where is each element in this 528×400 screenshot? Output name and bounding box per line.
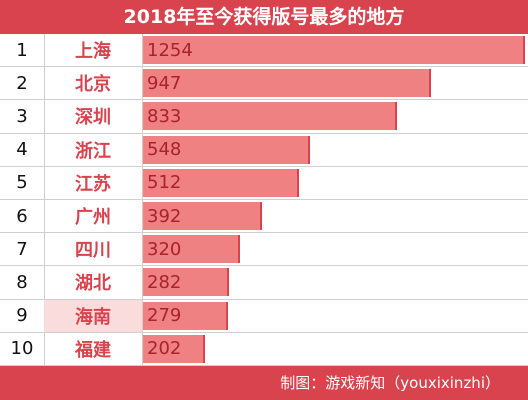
- region-label: 江苏: [75, 173, 111, 195]
- region-label: 广州: [75, 207, 111, 229]
- footer-bar: 制图：游戏新知（youxixinzhi）: [0, 366, 528, 400]
- rank-label: 9: [16, 305, 28, 327]
- table-row: 2 北京 947: [0, 67, 528, 101]
- bar: [143, 334, 205, 363]
- region-label: 海南: [44, 299, 142, 332]
- table-row: 7 四川 320: [0, 233, 528, 267]
- value-label: 548: [147, 139, 182, 161]
- table-row: 6 广州 392: [0, 200, 528, 234]
- value-label: 320: [147, 238, 182, 260]
- rank-label: 2: [16, 72, 28, 94]
- value-label: 1254: [147, 39, 193, 61]
- column-divider: [142, 266, 143, 299]
- value-label: 279: [147, 305, 182, 327]
- value-label: 512: [147, 172, 182, 194]
- column-divider: [142, 67, 143, 100]
- region-label: 北京: [75, 74, 111, 96]
- column-divider: [142, 133, 143, 166]
- rank-label: 4: [16, 139, 28, 161]
- table-row: 5 江苏 512: [0, 166, 528, 200]
- bar: [143, 168, 299, 197]
- rank-label: 3: [16, 105, 28, 127]
- column-divider: [44, 266, 45, 299]
- column-divider: [142, 166, 143, 199]
- value-label: 833: [147, 105, 182, 127]
- column-divider: [142, 34, 143, 67]
- region-label: 四川: [75, 240, 111, 262]
- table-row: 3 深圳 833: [0, 100, 528, 134]
- column-divider: [142, 299, 143, 332]
- column-divider: [44, 233, 45, 266]
- bar: [143, 268, 229, 297]
- bar: [143, 235, 240, 264]
- bar: [143, 36, 525, 64]
- column-divider: [142, 200, 143, 233]
- bar: [143, 69, 431, 98]
- column-divider: [44, 133, 45, 166]
- column-divider: [44, 34, 45, 67]
- value-label: 392: [147, 205, 182, 227]
- column-divider: [44, 67, 45, 100]
- region-label: 湖北: [75, 273, 111, 295]
- bar: [143, 102, 397, 131]
- rank-label: 5: [16, 172, 28, 194]
- column-divider: [142, 100, 143, 133]
- bar: [143, 202, 262, 230]
- table-row: 4 浙江 548: [0, 133, 528, 167]
- value-label: 202: [147, 338, 182, 360]
- chart-title: 2018年至今获得版号最多的地方: [0, 0, 528, 34]
- value-label: 947: [147, 72, 182, 94]
- rank-label: 7: [16, 238, 28, 260]
- column-divider: [142, 233, 143, 266]
- table-row: 9 海南 279: [0, 299, 528, 333]
- bar: [143, 301, 228, 330]
- region-label: 浙江: [75, 140, 111, 162]
- rank-label: 8: [16, 271, 28, 293]
- column-divider: [142, 332, 143, 365]
- column-divider: [44, 166, 45, 199]
- chart-rows: 1 上海 1254 2 北京 947 3 深圳 833 4 浙江 548 5 江苏 512 6 广州 392 7 四川…: [0, 34, 528, 366]
- table-row: 8 湖北 282: [0, 266, 528, 300]
- table-row: 1 上海 1254: [0, 34, 528, 68]
- column-divider: [44, 332, 45, 365]
- region-label: 福建: [75, 339, 111, 361]
- column-divider: [44, 100, 45, 133]
- value-label: 282: [147, 271, 182, 293]
- rank-label: 10: [10, 338, 34, 360]
- rank-label: 1: [16, 39, 28, 61]
- bar: [143, 135, 310, 164]
- table-row: 10 福建 202: [0, 332, 528, 366]
- rank-label: 6: [16, 205, 28, 227]
- column-divider: [44, 200, 45, 233]
- region-label: 上海: [75, 41, 111, 63]
- region-label: 深圳: [75, 107, 111, 129]
- source-credit: 制图：游戏新知（youxixinzhi）: [280, 374, 500, 392]
